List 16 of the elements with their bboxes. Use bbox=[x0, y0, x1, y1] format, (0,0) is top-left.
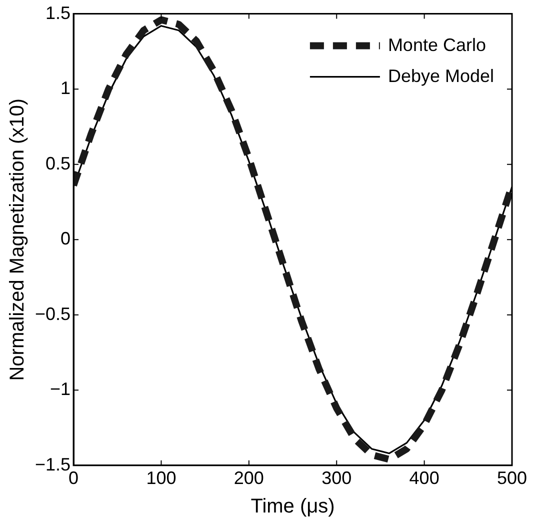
x-tick-label: 100 bbox=[146, 468, 176, 488]
y-tick-label: 1 bbox=[60, 78, 71, 98]
y-tick-label: 0.5 bbox=[46, 153, 71, 174]
x-tick-label: 300 bbox=[322, 468, 352, 488]
legend-label: Monte Carlo bbox=[388, 34, 486, 55]
y-tick-label: −1.5 bbox=[34, 454, 71, 474]
y-tick-label: −0.5 bbox=[34, 304, 71, 324]
legend-label: Debye Model bbox=[388, 66, 494, 86]
y-tick-label: 1.5 bbox=[46, 2, 71, 23]
y-tick-label: 0 bbox=[60, 228, 71, 249]
y-axis-title: Normalized Magnetization (x10) bbox=[6, 98, 29, 381]
y-tick-label: −1 bbox=[50, 379, 71, 400]
x-tick-label: 500 bbox=[496, 468, 528, 488]
x-tick-label: 200 bbox=[234, 468, 264, 488]
x-tick-label: 400 bbox=[409, 468, 440, 488]
x-axis-title: Time (μs) bbox=[250, 496, 335, 518]
